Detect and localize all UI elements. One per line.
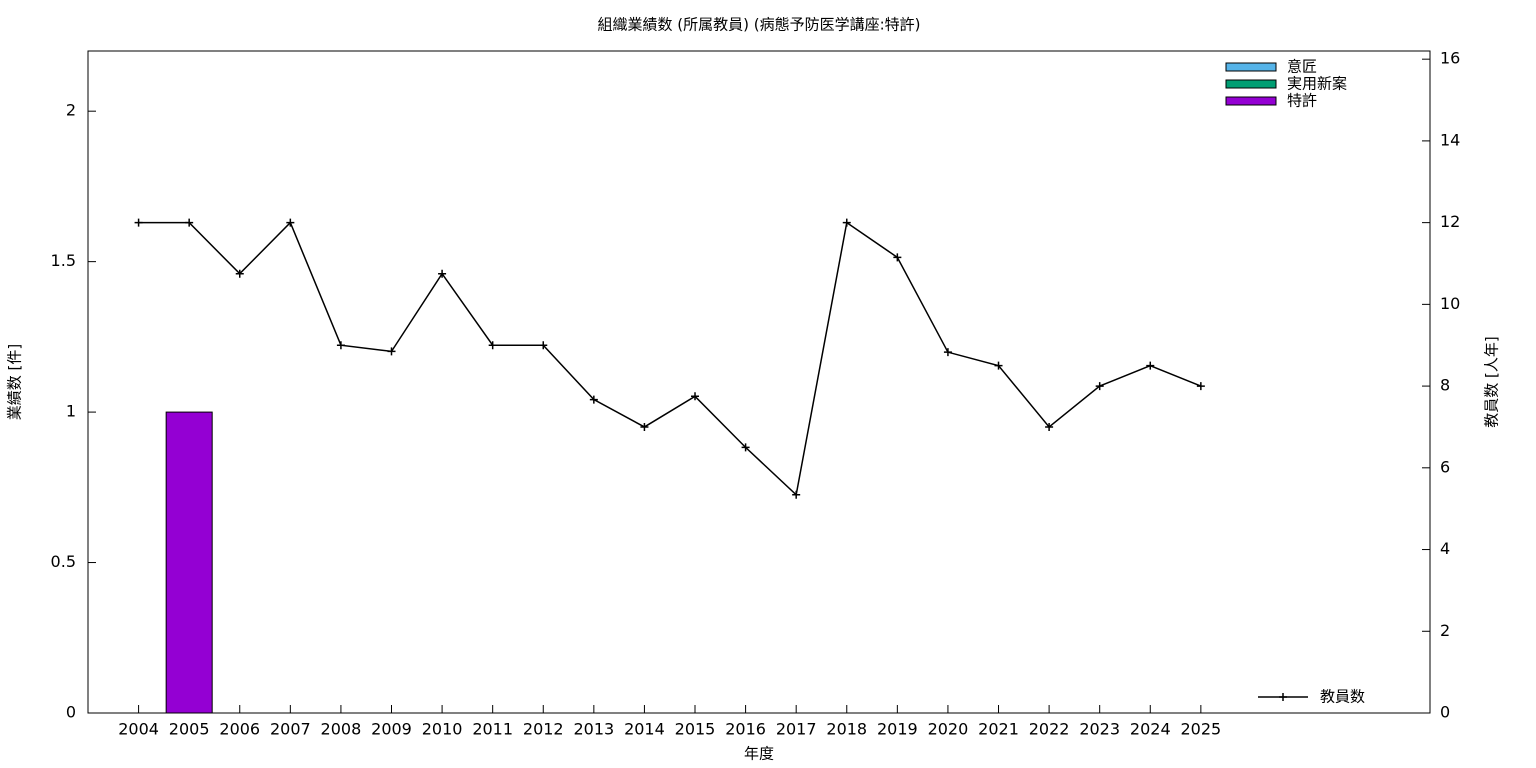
y-axis-label: 業績数 [件] — [6, 344, 24, 420]
y-tick-label: 1.5 — [51, 251, 76, 270]
y-tick-label: 1 — [66, 402, 76, 421]
x-tick-label: 2018 — [826, 720, 867, 739]
x-tick-label: 2019 — [877, 720, 918, 739]
x-tick-label: 2006 — [219, 720, 260, 739]
x-axis-label: 年度 — [744, 745, 774, 763]
x-tick-label: 2016 — [725, 720, 766, 739]
x-tick-label: 2011 — [472, 720, 513, 739]
y2-tick-label: 0 — [1440, 703, 1450, 722]
y2-tick-label: 10 — [1440, 294, 1460, 313]
bar — [165, 411, 213, 714]
x-tick-label: 2010 — [422, 720, 463, 739]
point — [1095, 382, 1104, 391]
point — [539, 341, 548, 350]
chart-title: 組織業績数 (所属教員) (病態予防医学講座:特許) — [597, 16, 920, 34]
legend-label: 教員数 — [1320, 688, 1365, 706]
y2-tick-label: 6 — [1440, 457, 1450, 476]
legend-swatch — [1225, 79, 1277, 89]
y-tick-label: 2 — [66, 101, 76, 120]
legend-swatch — [1225, 62, 1277, 72]
point — [235, 269, 244, 278]
point — [994, 361, 1003, 370]
x-tick-label: 2007 — [270, 720, 311, 739]
point — [691, 392, 700, 401]
legend-label: 実用新案 — [1287, 75, 1347, 93]
point — [792, 490, 801, 499]
point — [438, 269, 447, 278]
x-tick-label: 2015 — [675, 720, 716, 739]
legend-swatch — [1225, 96, 1277, 106]
point — [134, 218, 143, 227]
line — [138, 221, 1202, 497]
legend-label: 特許 — [1287, 92, 1317, 110]
x-tick-label: 2012 — [523, 720, 564, 739]
x-tick-label: 2021 — [978, 720, 1019, 739]
x-tick-label: 2005 — [169, 720, 210, 739]
legend-label: 意匠 — [1287, 58, 1317, 76]
y-tick-label: 0.5 — [51, 552, 76, 571]
y2-tick-label: 4 — [1440, 539, 1450, 558]
x-tick-label: 2004 — [118, 720, 159, 739]
y2-tick-label: 16 — [1440, 49, 1460, 68]
x-tick-label: 2022 — [1029, 720, 1070, 739]
x-tick-label: 2017 — [776, 720, 817, 739]
point — [1045, 422, 1054, 431]
y2-axis-label: 教員数 [人年] — [1483, 336, 1501, 427]
x-tick-label: 2023 — [1079, 720, 1120, 739]
plot-border — [87, 50, 1431, 714]
x-tick-label: 2024 — [1130, 720, 1171, 739]
legend-point — [1279, 693, 1287, 701]
point — [842, 218, 851, 227]
point — [286, 218, 295, 227]
x-tick-label: 2008 — [321, 720, 362, 739]
point — [387, 347, 396, 356]
point — [1146, 361, 1155, 370]
x-tick-label: 2025 — [1180, 720, 1221, 739]
x-tick-label: 2014 — [624, 720, 665, 739]
y2-tick-label: 14 — [1440, 130, 1460, 149]
point — [336, 341, 345, 350]
point — [943, 348, 952, 357]
y-tick-label: 0 — [66, 703, 76, 722]
x-tick-label: 2013 — [573, 720, 614, 739]
point — [640, 422, 649, 431]
y2-tick-label: 8 — [1440, 376, 1450, 395]
y2-tick-label: 2 — [1440, 621, 1450, 640]
point — [589, 395, 598, 404]
point — [893, 253, 902, 262]
point — [741, 443, 750, 452]
point — [185, 218, 194, 227]
x-tick-label: 2009 — [371, 720, 412, 739]
point — [488, 341, 497, 350]
point — [1196, 382, 1205, 391]
y2-tick-label: 12 — [1440, 212, 1460, 231]
x-tick-label: 2020 — [928, 720, 969, 739]
